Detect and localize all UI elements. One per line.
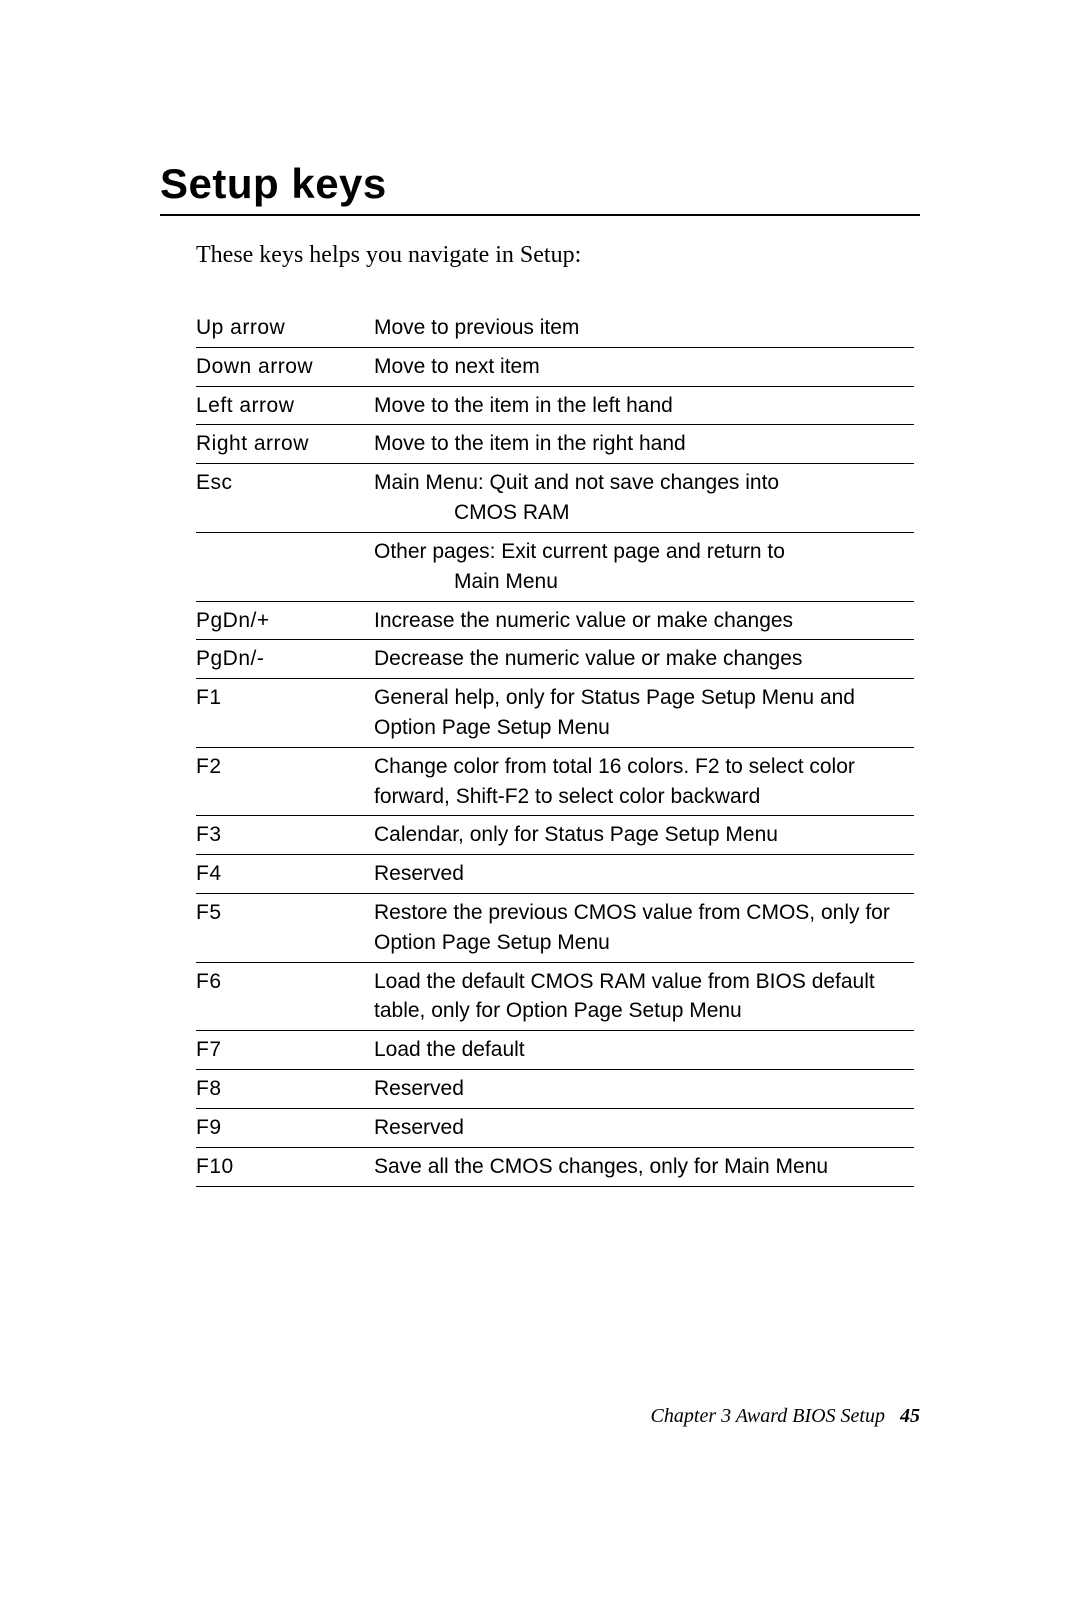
desc-cell: Change color from total 16 colors. F2 to…: [374, 747, 914, 816]
desc-cell: General help, only for Status Page Setup…: [374, 679, 914, 748]
desc-cell: Move to the item in the left hand: [374, 386, 914, 425]
desc-cell: Reserved: [374, 1108, 914, 1147]
desc-cell: Load the default CMOS RAM value from BIO…: [374, 962, 914, 1031]
key-cell: F3: [196, 816, 374, 855]
setup-keys-table: Up arrowMove to previous itemDown arrowM…: [196, 309, 914, 1187]
key-cell: F6: [196, 962, 374, 1031]
key-cell: F8: [196, 1070, 374, 1109]
key-cell: Esc: [196, 464, 374, 533]
desc-cell: Calendar, only for Status Page Setup Men…: [374, 816, 914, 855]
key-cell: Left arrow: [196, 386, 374, 425]
desc-cell: Restore the previous CMOS value from CMO…: [374, 894, 914, 963]
key-cell: F2: [196, 747, 374, 816]
key-cell: Down arrow: [196, 347, 374, 386]
desc-cell: Move to the item in the right hand: [374, 425, 914, 464]
key-cell: Up arrow: [196, 309, 374, 347]
footer-page-number: 45: [900, 1405, 920, 1427]
key-cell: Right arrow: [196, 425, 374, 464]
key-cell: [196, 532, 374, 601]
desc-cell: Other pages: Exit current page and retur…: [374, 532, 914, 601]
desc-cell: Save all the CMOS changes, only for Main…: [374, 1147, 914, 1186]
desc-cell: Move to previous item: [374, 309, 914, 347]
key-cell: F4: [196, 855, 374, 894]
key-cell: F1: [196, 679, 374, 748]
intro-text: These keys helps you navigate in Setup:: [196, 242, 920, 269]
key-cell: PgDn/-: [196, 640, 374, 679]
key-cell: F10: [196, 1147, 374, 1186]
key-cell: F5: [196, 894, 374, 963]
desc-cell: Move to next item: [374, 347, 914, 386]
page-footer: Chapter 3 Award BIOS Setup 45: [651, 1405, 920, 1428]
desc-cell: Main Menu: Quit and not save changes int…: [374, 464, 914, 533]
page-title: Setup keys: [160, 160, 920, 208]
key-cell: F7: [196, 1031, 374, 1070]
key-cell: F9: [196, 1108, 374, 1147]
desc-cell: Reserved: [374, 855, 914, 894]
desc-cell: Load the default: [374, 1031, 914, 1070]
footer-chapter: Chapter 3 Award BIOS Setup: [651, 1405, 885, 1427]
title-underline: [160, 214, 920, 216]
desc-cell: Reserved: [374, 1070, 914, 1109]
desc-cell: Decrease the numeric value or make chang…: [374, 640, 914, 679]
desc-cell: Increase the numeric value or make chang…: [374, 601, 914, 640]
key-cell: PgDn/+: [196, 601, 374, 640]
